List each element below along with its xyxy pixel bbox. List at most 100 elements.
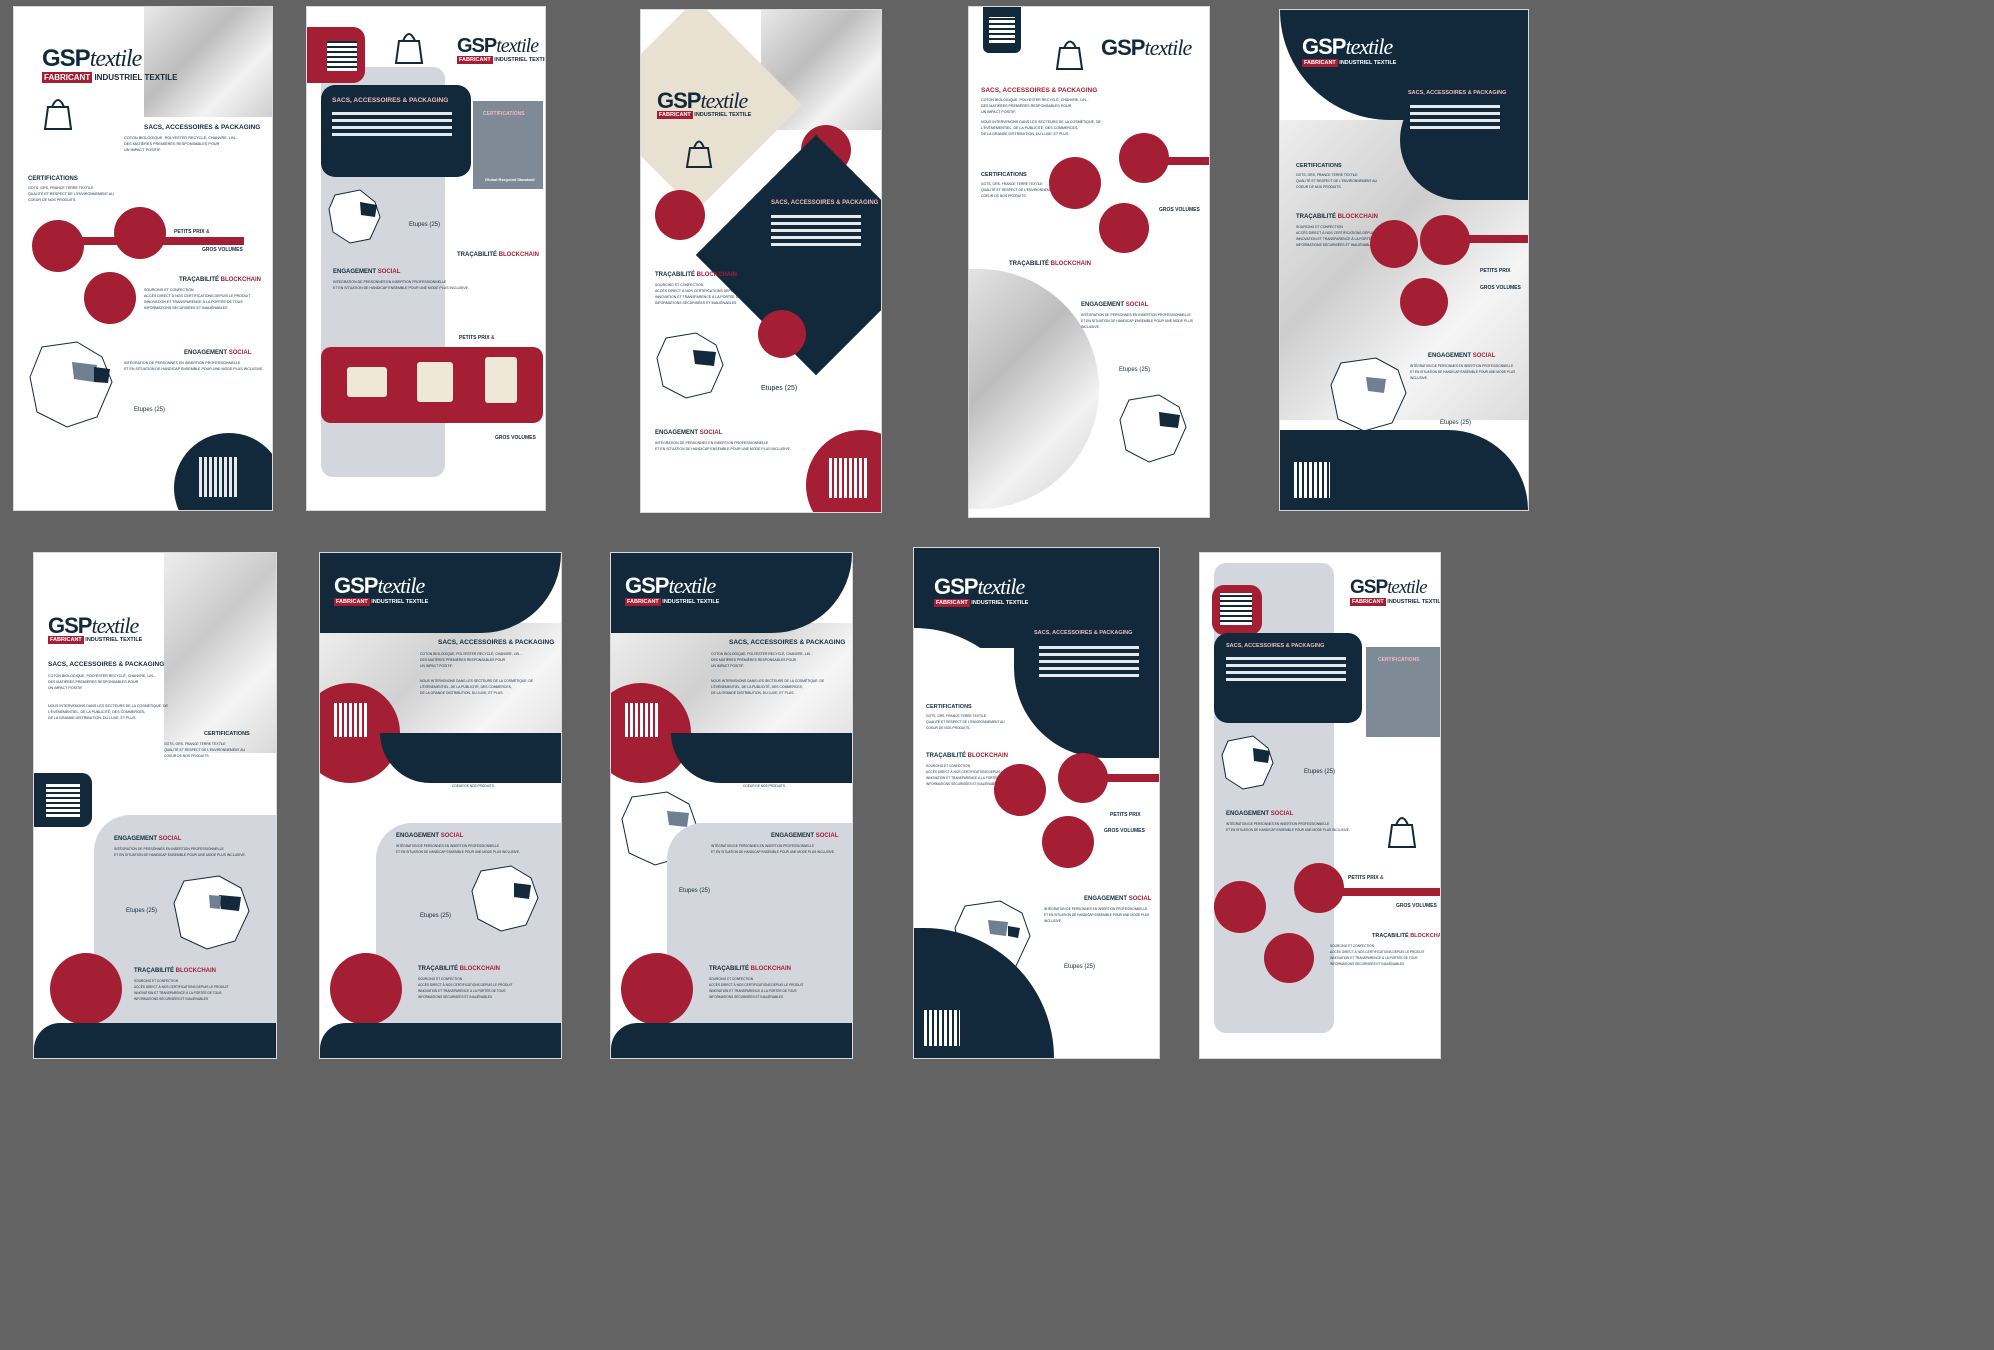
sacs-text-lines: [1039, 646, 1139, 681]
qr-code[interactable]: [924, 1010, 960, 1046]
qr-code[interactable]: [1294, 462, 1330, 498]
trace-text: SOURCING ET CONFECTION ACCÈS DIRECT À NO…: [144, 288, 251, 310]
qr-code[interactable]: [334, 703, 368, 737]
heading-certifications: CERTIFICATIONS: [488, 761, 534, 767]
cert-text: GOTS, GRS, FRANCE TERRE TEXTILE QUALITÉ …: [164, 742, 245, 758]
trace-text: SOURCING ET CONFECTION ACCÈS DIRECT À NO…: [134, 979, 229, 1001]
sacs-text: COTON BIOLOGIQUE, POLYESTER RECYCLÉ, CHA…: [48, 674, 156, 690]
petits-prix-label: PETITS PRIX: [1110, 812, 1141, 818]
connector-bar: [1159, 157, 1209, 165]
poster-variant-10: GSPtextile FABRICANT INDUSTRIEL TEXTILE …: [1200, 553, 1440, 1058]
qr-code[interactable]: [829, 458, 869, 498]
product-bag: [485, 357, 517, 403]
sacs-text-lines: [771, 215, 861, 250]
navy-right-blob: [1400, 80, 1528, 200]
heading-sacs: SACS, ACCESSOIRES & PACKAGING: [1226, 643, 1325, 649]
etupes-label: Etupes (25): [1304, 769, 1336, 775]
trace-text: SOURCING ET CONFECTION ACCÈS DIRECT À NO…: [1330, 944, 1425, 966]
heading-certifications: CERTIFICATIONS: [926, 704, 972, 710]
poster-variant-7: GSPtextile FABRICANT INDUSTRIEL TEXTILE …: [320, 553, 561, 1058]
cert-text: GOTS, GRS, FRANCE TERRE TEXTILE QUALITÉ …: [743, 772, 820, 788]
heading-certifications: CERTIFICATIONS: [779, 761, 825, 767]
product-circle: [50, 953, 122, 1025]
bag-icon: [1387, 817, 1417, 848]
sacs-text: COTON BIOLOGIQUE, POLYESTER RECYCLÉ, CHA…: [124, 136, 239, 152]
product-circle: [1370, 220, 1418, 268]
qr-code[interactable]: [199, 457, 239, 497]
heading-certifications: CERTIFICATIONS: [1296, 163, 1342, 169]
heading-engagement: ENGAGEMENT SOCIAL: [655, 430, 723, 436]
poster-variant-4: GSPtextile SACS, ACCESSOIRES & PACKAGING…: [969, 7, 1209, 517]
product-circle: [758, 310, 806, 358]
cert-text: GOTS, GRS, FRANCE TERRE TEXTILE QUALITÉ …: [926, 714, 1005, 730]
engage-text: INTÉGRATION DE PERSONNES EN INSERTION PR…: [396, 844, 520, 854]
heading-tracabilite: TRAÇABILITÉ BLOCKCHAIN: [926, 753, 1009, 759]
poster-variant-3: GSPtextile FABRICANT INDUSTRIEL TEXTILE …: [641, 10, 881, 512]
engage-text: INTÉGRATION DE PERSONNES EN INSERTION PR…: [1226, 822, 1350, 832]
product-circle: [32, 220, 84, 272]
engage-text: INTÉGRATION DE PERSONNES EN INSERTION PR…: [1044, 907, 1150, 923]
gros-volumes-label: GROS VOLUMES: [1396, 903, 1437, 909]
trace-text: SOURCING ET CONFECTION ACCÈS DIRECT À NO…: [655, 283, 759, 305]
france-map: [1330, 357, 1407, 432]
poster-variant-9: GSPtextile FABRICANT INDUSTRIEL TEXTILE …: [914, 548, 1159, 1058]
product-circle: [1264, 933, 1314, 983]
poster-variant-2: GSPtextile FABRICANT INDUSTRIEL TEXTILE …: [307, 7, 545, 510]
engage-text: INTÉGRATION DE PERSONNES EN INSERTION PR…: [711, 844, 835, 854]
heading-engagement: ENGAGEMENT SOCIAL: [114, 836, 182, 842]
brand-logo: GSPtextile: [625, 573, 716, 598]
brand-logo: GSPtextile: [657, 88, 748, 113]
poster-variant-1: GSPtextile FABRICANT INDUSTRIEL TEXTILE …: [14, 7, 272, 510]
product-circle: [994, 764, 1046, 816]
brand-logo: GSPtextile: [42, 45, 142, 72]
product-circle: [1214, 881, 1266, 933]
heading-tracabilite: TRAÇABILITÉ BLOCKCHAIN: [655, 272, 738, 278]
sacs-text-2: NOUS INTERVENONS DANS LES SECTEURS DE LA…: [48, 704, 168, 720]
heading-certifications: CERTIFICATIONS: [483, 111, 525, 117]
navy-mid-wave: [380, 733, 561, 783]
france-map: [328, 189, 381, 244]
heading-sacs: SACS, ACCESSOIRES & PACKAGING: [48, 661, 165, 668]
product-bag: [417, 362, 453, 402]
heading-sacs: SACS, ACCESSOIRES & PACKAGING: [1034, 630, 1133, 636]
brand-tagline: FABRICANT INDUSTRIEL TEXTILE: [334, 598, 429, 606]
etupes-label: Etupes (25): [679, 888, 711, 894]
brand-tagline: FABRICANT INDUSTRIEL TEXTILE: [42, 72, 178, 83]
heading-tracabilite: TRAÇABILITÉ BLOCKCHAIN: [134, 968, 217, 974]
product-circle: [621, 953, 693, 1025]
qr-code[interactable]: [327, 41, 357, 71]
brand-tagline: FABRICANT INDUSTRIEL TEXTILE: [1350, 598, 1440, 606]
product-circle: [1049, 157, 1101, 209]
heading-tracabilite: TRAÇABILITÉ BLOCKCHAIN: [179, 277, 262, 283]
qr-code[interactable]: [1220, 593, 1252, 625]
etupes-label: Etupes (25): [1440, 420, 1472, 426]
engage-text: INTÉGRATION DE PERSONNES EN INSERTION PR…: [1081, 313, 1193, 329]
france-map: [471, 865, 539, 932]
sacs-text-2: NOUS INTERVENONS DANS LES SECTEURS DE LA…: [420, 679, 534, 695]
heading-tracabilite: TRAÇABILITÉ BLOCKCHAIN: [418, 966, 501, 972]
trace-text: SOURCING ET CONFECTION ACCÈS DIRECT À NO…: [709, 977, 804, 999]
poster-variant-8: GSPtextile FABRICANT INDUSTRIEL TEXTILE …: [611, 553, 852, 1058]
poster-variant-5: GSPtextile FABRICANT INDUSTRIEL TEXTILE …: [1280, 10, 1528, 510]
brand-logo: GSPtextile: [334, 573, 425, 598]
brand-tagline: FABRICANT INDUSTRIEL TEXTILE: [934, 599, 1029, 607]
qr-code[interactable]: [46, 783, 80, 817]
navy-footer: [611, 1023, 852, 1058]
heading-certifications: CERTIFICATIONS: [204, 731, 250, 737]
product-circle: [655, 190, 705, 240]
petits-prix-label: PETITS PRIX: [1480, 268, 1511, 274]
brand-logo: GSPtextile: [457, 35, 539, 57]
navy-top-wave: [320, 553, 561, 633]
heading-engagement: ENGAGEMENT SOCIAL: [396, 833, 464, 839]
product-circle: [114, 207, 166, 259]
connector-bar: [74, 237, 244, 245]
qr-code[interactable]: [989, 17, 1015, 43]
etupes-label: Etupes (25): [761, 385, 798, 392]
product-circle: [330, 953, 402, 1025]
heading-engagement: ENGAGEMENT SOCIAL: [1081, 302, 1149, 308]
qr-code[interactable]: [625, 703, 659, 737]
heading-sacs: SACS, ACCESSOIRES & PACKAGING: [1408, 90, 1507, 96]
product-circle: [1058, 753, 1108, 803]
sacs-text: COTON BIOLOGIQUE, POLYESTER RECYCLÉ, CHA…: [981, 98, 1089, 114]
etupes-label: Etupes (25): [1119, 367, 1151, 373]
